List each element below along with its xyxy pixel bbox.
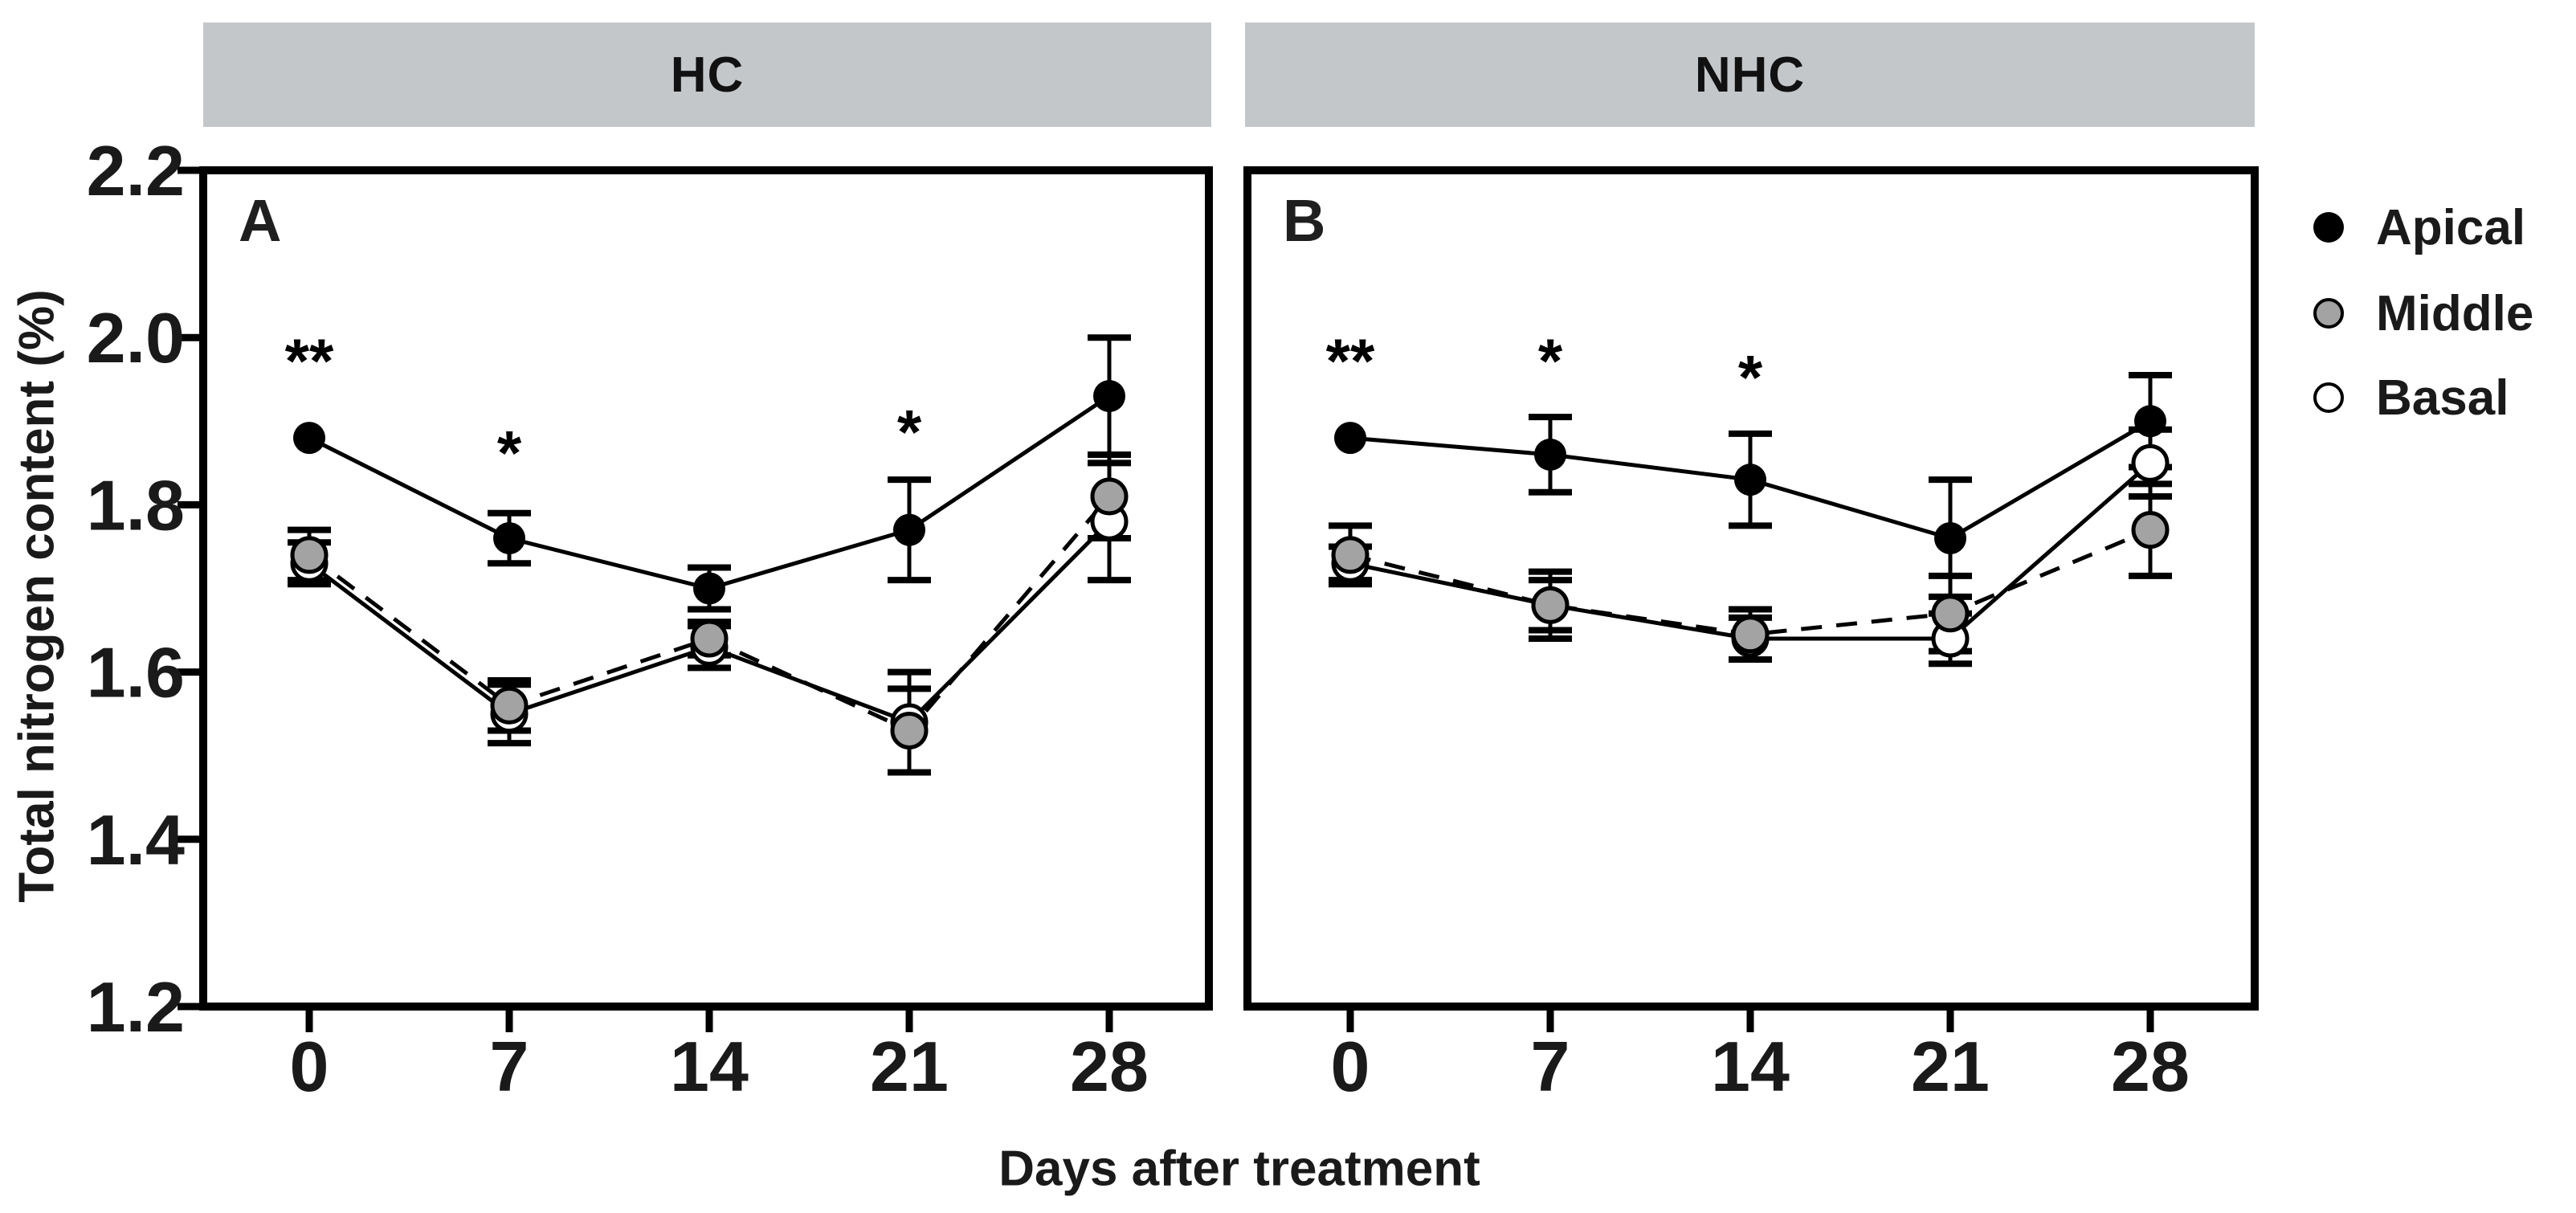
apical-point-A-d0	[293, 422, 325, 455]
apical-point-A-d7	[493, 522, 525, 555]
x-tick-label-A-14: 14	[670, 1027, 749, 1106]
filled-black-circle-icon	[2313, 212, 2344, 243]
panel-B-border	[1243, 166, 2259, 1011]
middle-point-A-d0	[290, 536, 329, 574]
y-tick-label-2.2: 2.2	[87, 131, 185, 210]
middle-point-A-d14	[690, 619, 729, 658]
apical-point-A-d21	[893, 513, 925, 546]
middle-point-B-d28	[2131, 511, 2170, 549]
basal-point-B-d28	[2131, 443, 2170, 482]
y-tick-label-1.6: 1.6	[87, 633, 185, 713]
legend-label-basal: Basal	[2376, 370, 2509, 426]
legend-label-apical: Apical	[2376, 199, 2526, 255]
x-tick-label-B-14: 14	[1711, 1027, 1790, 1106]
apical-point-B-d21	[1934, 522, 1966, 555]
facet-header-hc-label: HC	[670, 47, 745, 103]
x-tick-label-A-0: 0	[290, 1027, 329, 1106]
panel-letter-A: A	[239, 187, 281, 254]
y-tick-label-1.8: 1.8	[87, 465, 185, 545]
facet-header-hc: HC	[203, 22, 1211, 127]
apical-point-B-d7	[1534, 438, 1566, 471]
significance-star-B-d0: **	[1326, 325, 1375, 396]
y-tick-label-1.2: 1.2	[87, 967, 185, 1047]
middle-series-line-A	[308, 495, 1111, 733]
x-tick-label-B-21: 21	[1911, 1027, 1990, 1106]
middle-point-B-d21	[1931, 594, 1970, 633]
significance-star-A-d0: **	[285, 325, 334, 396]
filled-gray-circle-icon	[2313, 298, 2344, 329]
x-tick-label-B-28: 28	[2111, 1027, 2190, 1106]
x-axis-title: Days after treatment	[998, 1141, 1480, 1197]
apical-point-B-d0	[1334, 422, 1366, 455]
middle-point-B-d14	[1731, 615, 1770, 654]
apical-point-B-d28	[2134, 405, 2166, 438]
middle-point-A-d7	[490, 686, 529, 725]
significance-star-B-d7: *	[1538, 325, 1563, 396]
middle-point-B-d7	[1531, 586, 1570, 624]
x-tick-label-B-0: 0	[1331, 1027, 1370, 1106]
panel-letter-B: B	[1283, 187, 1325, 254]
open-circle-icon	[2313, 382, 2344, 413]
apical-series-line-A	[308, 394, 1111, 591]
x-tick-label-A-21: 21	[870, 1027, 949, 1106]
facet-header-nhc: NHC	[1245, 22, 2255, 127]
apical-point-A-d28	[1093, 380, 1125, 413]
middle-point-A-d28	[1090, 477, 1129, 516]
middle-point-B-d0	[1331, 536, 1370, 574]
x-tick-label-B-7: 7	[1531, 1027, 1570, 1106]
facet-header-nhc-label: NHC	[1694, 47, 1806, 103]
middle-point-A-d21	[890, 711, 929, 749]
y-tick-label-1.4: 1.4	[87, 800, 185, 880]
significance-star-A-d21: *	[897, 396, 922, 467]
y-tick-label-2.0: 2.0	[87, 298, 185, 378]
x-tick-label-A-28: 28	[1070, 1027, 1149, 1106]
x-tick-label-A-7: 7	[490, 1027, 529, 1106]
apical-point-B-d14	[1734, 464, 1766, 496]
legend-label-middle: Middle	[2376, 285, 2534, 341]
significance-star-B-d14: *	[1738, 342, 1763, 413]
apical-point-A-d14	[693, 572, 725, 605]
significance-star-A-d7: *	[497, 417, 522, 488]
